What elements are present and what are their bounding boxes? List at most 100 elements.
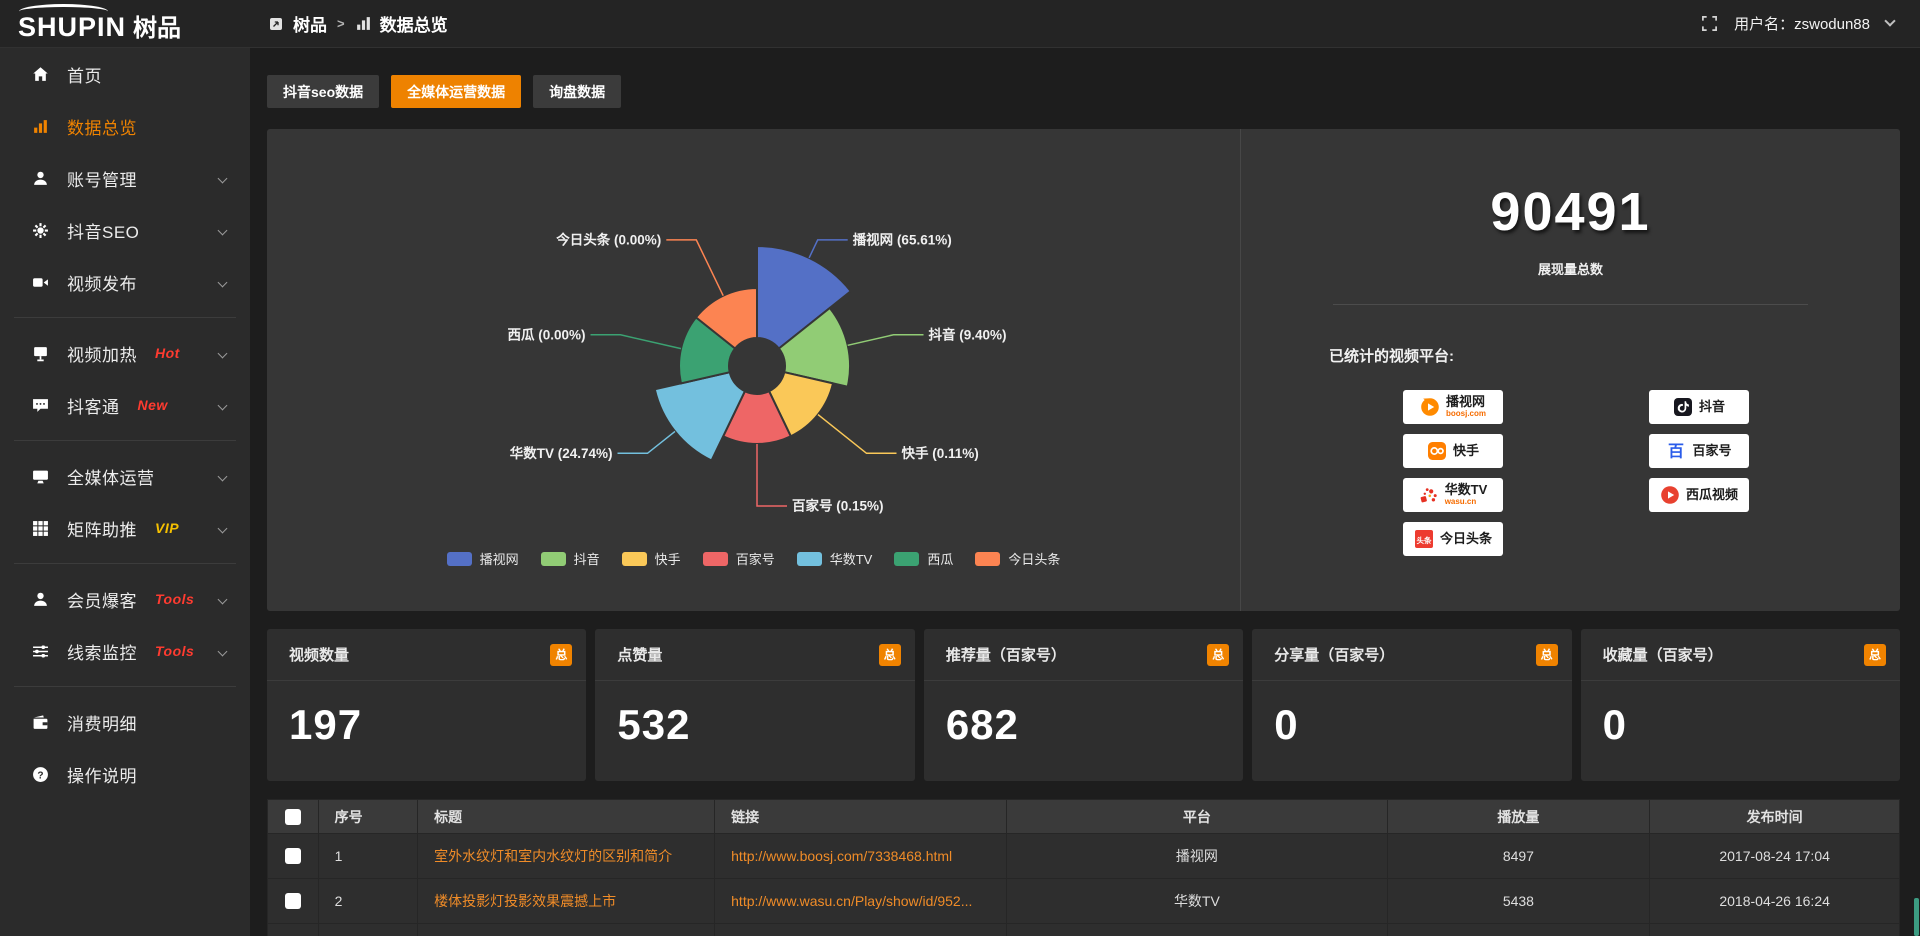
- pie-label-0: 播视网 (65.61%): [853, 231, 952, 247]
- summary-divider: [1333, 304, 1808, 305]
- sidebar-item-account-manage[interactable]: 账号管理: [0, 152, 250, 204]
- platform-badge-douyin[interactable]: 抖音: [1649, 390, 1749, 424]
- platform-badge-boshiwang[interactable]: 播视网 boosj.com: [1403, 390, 1503, 424]
- pie-slice-1[interactable]: [777, 306, 852, 388]
- breadcrumb: 树品 > 数据总览: [268, 11, 448, 36]
- pie-label-line-4: [617, 430, 676, 455]
- pie-label-line-0: [808, 239, 848, 259]
- pie-svg: 播视网 (65.61%) 抖音 (9.40%) 快手 (0.11%) 百家号 (0.1…: [507, 231, 1006, 513]
- platform-badge-toutiao[interactable]: 头条 今日头条: [1403, 522, 1503, 556]
- sidebar-item-label: 数据总览: [67, 118, 137, 138]
- sidebar-item-consume-detail[interactable]: 消费明细: [0, 696, 250, 748]
- row-checkbox[interactable]: [284, 893, 301, 909]
- empty-cell: [267, 923, 319, 936]
- sidebar-item-video-heat[interactable]: 视频加热 Hot: [0, 327, 250, 379]
- platform-column-left: 播视网 boosj.com 快手华数TV wasu.cn 头条 今日头条: [1403, 390, 1503, 556]
- app-logo[interactable]: SHUPIN 树品: [0, 4, 250, 42]
- sidebar-item-label: 抖音SEO: [67, 222, 140, 242]
- chevron-down-icon: [217, 277, 228, 287]
- logo-cjk-text: 树品: [133, 14, 182, 42]
- video-url-link[interactable]: http://www.wasu.cn/Play/show/id/952...: [731, 893, 973, 909]
- logo-text: SHUPIN: [18, 4, 126, 41]
- pie-label-line-5: [590, 334, 682, 350]
- chevron-down-icon: [217, 471, 228, 481]
- sidebar-item-member-burst[interactable]: 会员爆客 Tools: [0, 573, 250, 625]
- total-badge[interactable]: 总: [1864, 643, 1887, 666]
- sidebar-item-doketong[interactable]: 抖客通 New: [0, 379, 250, 431]
- legend-chip: [446, 551, 472, 566]
- toutiao-icon: 头条: [1414, 529, 1434, 549]
- scrollbar-thumb[interactable]: [1914, 898, 1919, 936]
- sidebar-item-help[interactable]: ? 操作说明: [0, 748, 250, 800]
- user-icon: [30, 170, 50, 187]
- row-checkbox-cell: [267, 833, 319, 879]
- sliders-icon: [30, 643, 50, 660]
- sidebar-item-data-overview[interactable]: 数据总览: [0, 100, 250, 152]
- legend-label: 西瓜: [927, 552, 954, 567]
- pie-slice-4[interactable]: [653, 371, 747, 462]
- legend-chip: [540, 551, 566, 566]
- chevron-down-icon: [217, 400, 228, 410]
- video-title-link[interactable]: 室外水纹灯和室内水纹灯的区别和简介: [434, 848, 673, 864]
- empty-cell: [1386, 923, 1651, 936]
- legend-item-3[interactable]: 百家号: [702, 549, 775, 568]
- total-badge[interactable]: 总: [1207, 643, 1230, 666]
- legend-item-1[interactable]: 抖音: [540, 549, 600, 568]
- platform-column-right: 抖音百百家号西瓜视频: [1649, 390, 1749, 556]
- table-column-header: 发布时间: [1649, 799, 1900, 834]
- pie-label-line-3: [756, 444, 787, 507]
- breadcrumb-item-root[interactable]: 树品: [293, 16, 327, 35]
- legend-item-6[interactable]: 今日头条: [975, 549, 1060, 568]
- summary-panel: 90491 展现量总数 已统计的视频平台: 播视网 boosj.com 快手 华数TV…: [1240, 129, 1900, 611]
- sidebar-item-douyin-seo[interactable]: 抖音SEO: [0, 204, 250, 256]
- username[interactable]: 用户名：zswodun88: [1734, 16, 1870, 33]
- svg-text:?: ?: [37, 770, 43, 781]
- platform-badge-xigua[interactable]: 西瓜视频: [1649, 478, 1749, 512]
- tab-inquiry-data[interactable]: 询盘数据: [533, 75, 622, 108]
- legend-item-4[interactable]: 华数TV: [796, 549, 872, 568]
- total-badge[interactable]: 总: [878, 643, 901, 666]
- fullscreen-icon[interactable]: [1701, 15, 1718, 32]
- video-title-link[interactable]: 楼体投影灯投影效果震撼上市: [434, 893, 617, 909]
- douyin-icon: [1673, 397, 1693, 417]
- pie-label-line-2: [817, 414, 897, 455]
- stat-card-header: 分享量（百家号） 总: [1252, 629, 1572, 681]
- tab-all-media-data[interactable]: 全媒体运营数据: [391, 75, 522, 108]
- pie-slice-0[interactable]: [756, 244, 853, 350]
- sidebar-item-clue-monitor[interactable]: 线索监控 Tools: [0, 625, 250, 677]
- legend-item-2[interactable]: 快手: [621, 549, 681, 568]
- legend-item-5[interactable]: 西瓜: [894, 549, 953, 568]
- total-badge[interactable]: 总: [1535, 643, 1558, 666]
- tab-douyin-seo-data[interactable]: 抖音seo数据: [267, 75, 380, 108]
- chevron-down-icon[interactable]: [1884, 15, 1896, 27]
- total-badge[interactable]: 总: [550, 643, 573, 666]
- total-impressions-value: 90491: [1490, 182, 1651, 242]
- table-row: 2 楼体投影灯投影效果震撼上市 http://www.wasu.cn/Play/sh…: [267, 878, 1900, 924]
- sidebar-item-label: 视频发布: [67, 274, 137, 294]
- wallet-icon: [30, 714, 50, 731]
- sidebar-item-matrix-boost[interactable]: 矩阵助推 VIP: [0, 502, 250, 554]
- row-checkbox[interactable]: [284, 848, 301, 864]
- pie-slice-6[interactable]: [694, 286, 758, 350]
- sidebar-item-all-media[interactable]: 全媒体运营: [0, 450, 250, 502]
- platform-name: 今日头条: [1439, 530, 1492, 546]
- gear-icon: [30, 222, 50, 239]
- topbar-right: 用户名：zswodun88: [1701, 13, 1920, 34]
- legend-chip: [975, 551, 1001, 566]
- sidebar-item-video-publish[interactable]: 视频发布: [0, 256, 250, 308]
- empty-cell: [1006, 923, 1388, 936]
- video-url-link[interactable]: http://www.boosj.com/7338468.html: [731, 848, 953, 864]
- sidebar-item-home[interactable]: 首页: [0, 48, 250, 100]
- legend-item-0[interactable]: 播视网: [446, 549, 519, 568]
- legend-label: 播视网: [479, 552, 519, 567]
- sidebar-item-badge: Tools: [155, 591, 195, 607]
- platform-badge-washutv[interactable]: 华数TV wasu.cn: [1403, 478, 1503, 512]
- chart-legend: 播视网 抖音 快手 百家号 华数TV 西瓜 今日头条: [267, 549, 1240, 568]
- sidebar-divider: [14, 440, 236, 441]
- total-impressions-label: 展现量总数: [1537, 262, 1603, 277]
- stat-card-value: 0: [1274, 701, 1299, 748]
- platform-badge-kuaishou[interactable]: 快手: [1403, 434, 1503, 468]
- sidebar-item-badge: Hot: [155, 345, 180, 361]
- platform-badge-baijiahao[interactable]: 百百家号: [1649, 434, 1749, 468]
- select-all-checkbox[interactable]: [284, 808, 301, 825]
